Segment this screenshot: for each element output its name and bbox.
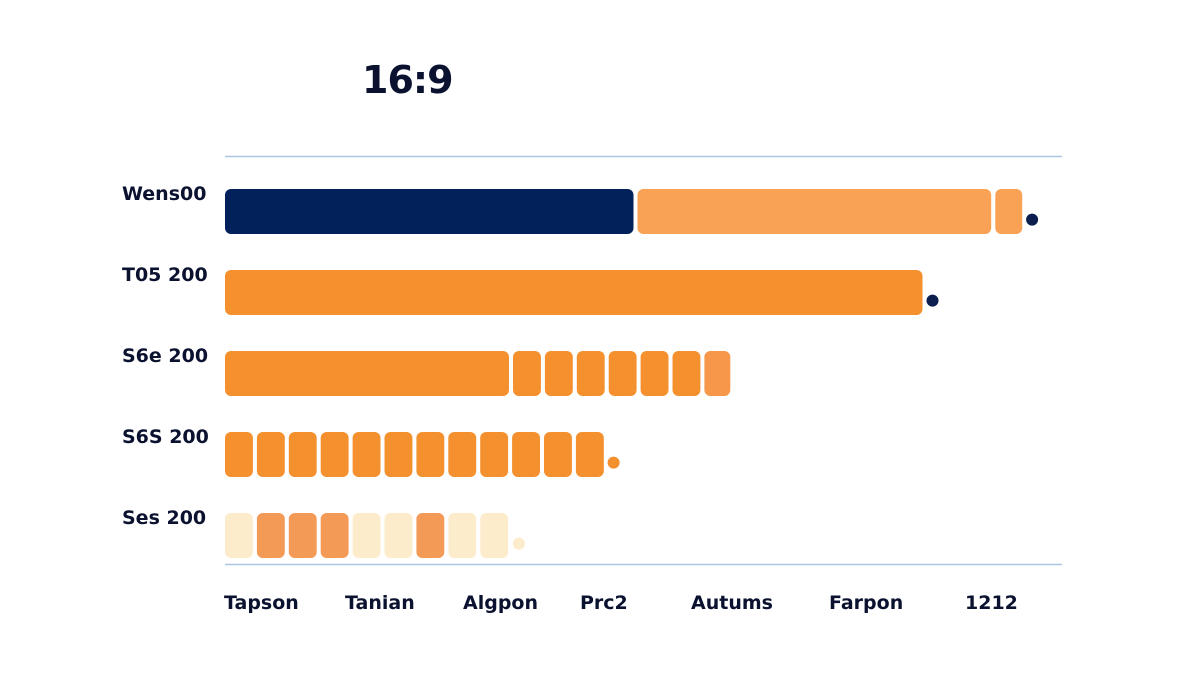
bar-segment	[225, 270, 923, 315]
row-label: Ses 200	[122, 507, 207, 529]
row-label: S6e 200	[122, 345, 209, 367]
bar-segment	[704, 351, 731, 396]
row-label: Wens00	[122, 183, 207, 205]
bar-segment	[637, 189, 992, 234]
bar-segment	[576, 351, 605, 396]
bar-segment	[575, 432, 604, 477]
bar-segment	[995, 189, 1023, 234]
bar-segment	[288, 513, 317, 558]
x-tick-label: Autums	[691, 592, 773, 614]
bar-end-marker	[607, 456, 620, 469]
bar-segment	[513, 351, 541, 396]
bar-end-marker	[1026, 213, 1039, 226]
bar-segment	[320, 513, 349, 558]
x-tick-label: Tanian	[345, 592, 415, 614]
bar-segment	[672, 351, 701, 396]
row-label: T05 200	[122, 264, 208, 286]
x-tick-label: Tapson	[224, 592, 299, 614]
bar-rows	[225, 189, 1039, 558]
x-tick-label: 1212	[965, 592, 1018, 614]
chart-title: 16:9	[362, 58, 454, 102]
x-tick-label: Farpon	[829, 592, 904, 614]
bar-end-marker	[926, 294, 939, 307]
bar-segment	[256, 432, 285, 477]
bar-segment	[448, 513, 477, 558]
bar-segment	[480, 432, 509, 477]
bar-segment	[225, 189, 634, 234]
bar-segment	[256, 513, 285, 558]
bar-segment	[320, 432, 349, 477]
bar-segment	[480, 513, 509, 558]
bar-segment	[416, 432, 445, 477]
bar-segment	[352, 432, 381, 477]
bar-segment	[225, 351, 509, 396]
bar-segment	[544, 351, 573, 396]
bar-segment	[352, 513, 381, 558]
bar-segment	[608, 351, 637, 396]
bar-segment	[544, 432, 572, 477]
row-label: S6S 200	[122, 426, 209, 448]
bar-segment	[640, 351, 669, 396]
bar-segment	[288, 432, 317, 477]
bar-segment	[448, 432, 477, 477]
bar-segment	[384, 513, 413, 558]
x-tick-label: Prc2	[580, 592, 628, 614]
bar-segment	[384, 432, 413, 477]
bar-segment	[225, 513, 253, 558]
bar-end-marker	[512, 537, 525, 550]
bar-segment	[225, 432, 253, 477]
bar-segment	[416, 513, 445, 558]
x-tick-label: Algpon	[463, 592, 538, 614]
bar-segment	[512, 432, 540, 477]
